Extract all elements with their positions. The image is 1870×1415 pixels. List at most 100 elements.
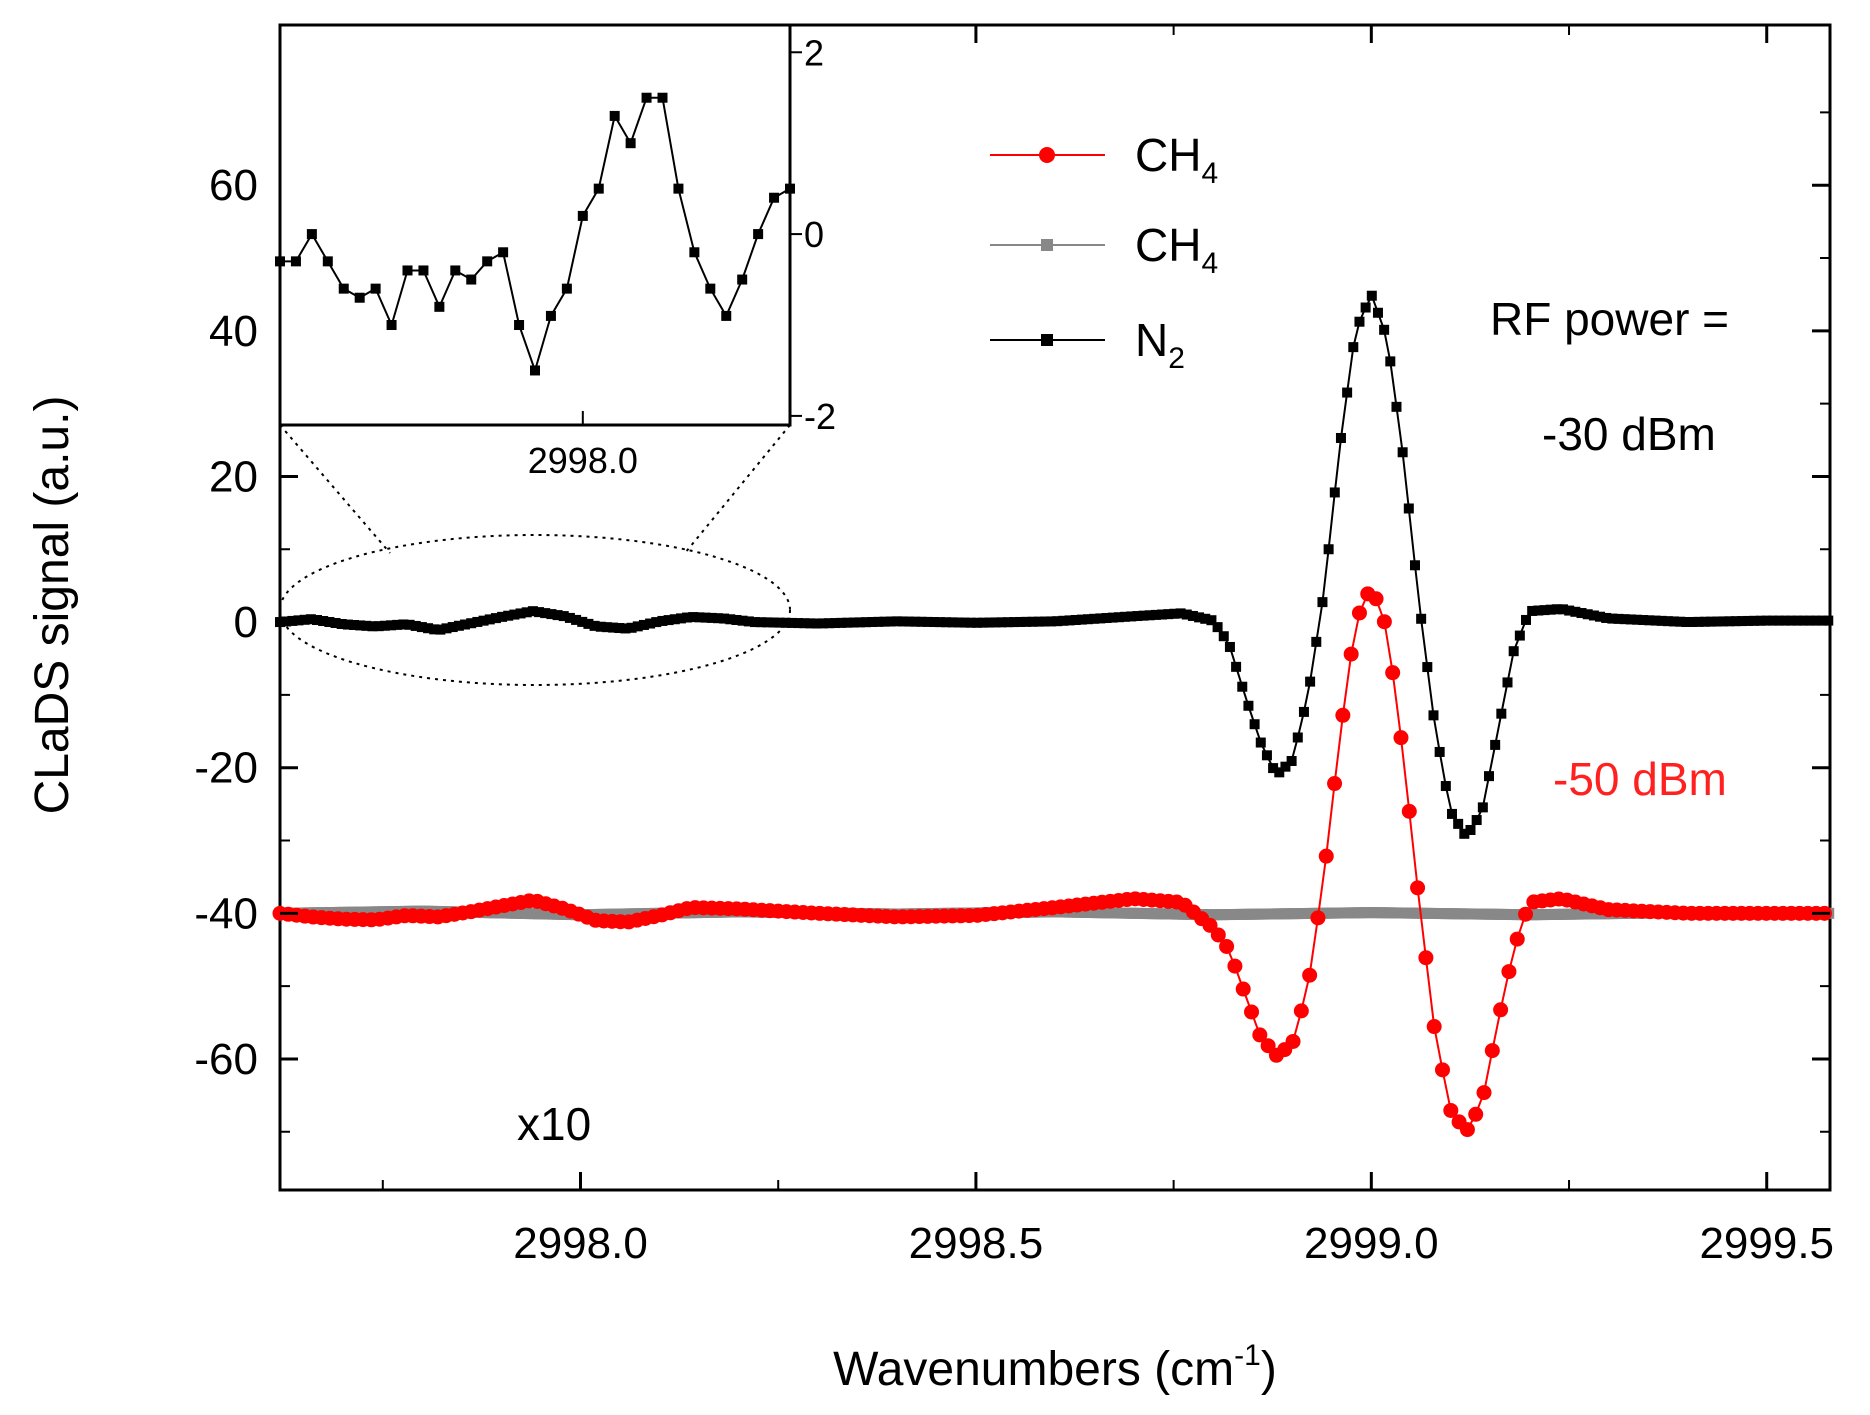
data-point: [1089, 613, 1100, 624]
data-point: [1280, 761, 1291, 772]
data-point: [1409, 560, 1420, 571]
data-point: [1046, 616, 1057, 627]
data-point: [1366, 290, 1377, 301]
data-point: [719, 613, 730, 624]
legend-label: CH4: [1135, 219, 1218, 280]
data-point: [1613, 613, 1624, 624]
data-point: [1780, 615, 1791, 626]
data-point: [1422, 662, 1433, 673]
data-point: [1669, 616, 1680, 627]
rf-power-label: RF power =: [1490, 293, 1729, 345]
data-point: [916, 616, 927, 627]
data-point: [515, 608, 526, 619]
legend-marker-square: [1041, 334, 1053, 346]
data-point: [854, 617, 865, 628]
data-point: [1476, 1085, 1492, 1101]
legend-marker-circle: [1039, 147, 1055, 163]
data-point: [694, 612, 705, 623]
data-point: [1502, 677, 1513, 688]
data-point: [595, 621, 606, 632]
data-point: [429, 624, 440, 635]
inset-data-point: [705, 283, 716, 294]
data-point: [1298, 706, 1309, 717]
data-point: [564, 612, 575, 623]
data-point: [1521, 614, 1532, 625]
inset-data-point: [593, 183, 604, 194]
data-point: [1002, 617, 1013, 628]
legend: CH4 CH4 N2: [990, 129, 1218, 375]
data-point: [447, 622, 458, 633]
inset-data-point: [785, 183, 795, 194]
data-point: [1662, 616, 1673, 627]
data-point: [996, 617, 1007, 628]
data-point: [1368, 591, 1384, 607]
data-point: [552, 610, 563, 621]
data-point: [1058, 615, 1069, 626]
y-axis-title: CLaDS signal (a.u.): [26, 396, 79, 815]
data-point: [1426, 1019, 1442, 1035]
data-point: [410, 620, 421, 631]
data-point: [1798, 615, 1809, 626]
data-point: [743, 616, 754, 627]
data-point: [1083, 614, 1094, 625]
data-point: [1650, 615, 1661, 626]
data-point: [330, 617, 341, 628]
data-point: [398, 619, 409, 630]
data-point: [1773, 615, 1784, 626]
data-point: [1329, 487, 1340, 498]
data-point: [965, 617, 976, 628]
data-point: [1385, 356, 1396, 367]
data-point: [620, 623, 631, 634]
data-point: [1471, 815, 1482, 826]
y-tick-label: 40: [209, 307, 258, 356]
data-point: [1360, 302, 1371, 313]
data-point: [1391, 401, 1402, 412]
data-point: [1786, 615, 1797, 626]
data-point: [928, 617, 939, 628]
data-point: [1699, 616, 1710, 627]
data-point: [632, 621, 643, 632]
data-point: [361, 620, 372, 631]
data-point: [1372, 307, 1383, 318]
data-point: [1227, 958, 1243, 974]
data-point: [1021, 616, 1032, 627]
y-tick-label: 20: [209, 452, 258, 501]
data-point: [1501, 964, 1517, 980]
data-point: [305, 614, 316, 625]
data-point: [1218, 631, 1229, 642]
data-point: [731, 614, 742, 625]
inset-x-ticks: 2998.0: [528, 411, 638, 481]
data-point: [1564, 605, 1575, 616]
data-point: [509, 609, 520, 620]
data-point: [1268, 763, 1279, 774]
data-point: [756, 617, 767, 628]
data-point: [910, 616, 921, 627]
data-point: [484, 614, 495, 625]
inset-y-tick-label: 0: [804, 214, 824, 255]
data-point: [830, 618, 841, 629]
data-point: [373, 621, 384, 632]
data-point: [1107, 612, 1118, 623]
inset-data-point: [370, 283, 381, 294]
data-point: [342, 619, 353, 630]
data-point: [577, 616, 588, 627]
data-point: [312, 615, 323, 626]
data-point: [1644, 615, 1655, 626]
y-tick-label: -60: [194, 1035, 258, 1084]
data-point: [558, 611, 569, 622]
data-point: [706, 612, 717, 623]
data-point: [1354, 316, 1365, 327]
data-point: [1101, 613, 1112, 624]
data-point: [355, 620, 366, 631]
data-point: [1468, 1106, 1484, 1122]
data-point: [1792, 615, 1803, 626]
y-tick-label: 60: [209, 161, 258, 210]
inset-data-point: [402, 265, 413, 276]
zoom-ellipse: [279, 534, 791, 686]
data-point: [1508, 646, 1519, 657]
data-point: [675, 613, 686, 624]
inset-data-point: [577, 210, 588, 221]
data-point: [571, 614, 582, 625]
data-point: [1687, 616, 1698, 627]
legend-label: CH4: [1135, 129, 1218, 190]
